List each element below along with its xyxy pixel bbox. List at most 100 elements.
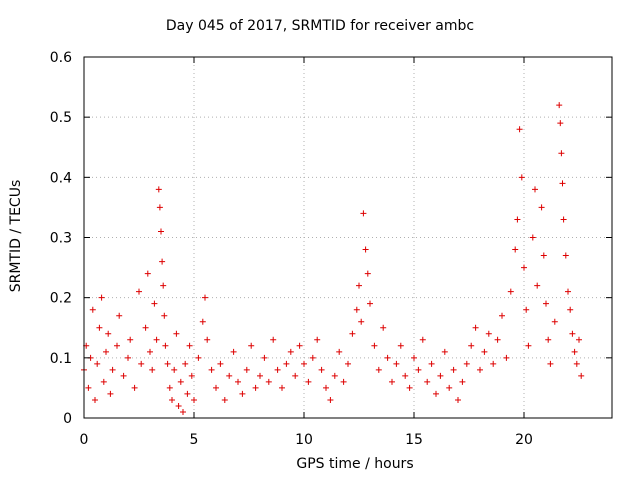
data-point: [360, 210, 367, 217]
data-point: [191, 396, 197, 403]
data-point: [175, 402, 182, 409]
data-point: [472, 324, 479, 331]
data-point: [345, 360, 351, 367]
data-point: [107, 390, 114, 397]
data-point: [569, 330, 576, 337]
data-point: [367, 300, 373, 307]
data-point: [545, 336, 552, 343]
data-point: [557, 120, 564, 127]
data-point: [305, 378, 312, 385]
data-point: [188, 372, 195, 379]
data-point: [358, 318, 365, 325]
data-point: [437, 372, 444, 379]
data-point: [248, 342, 255, 349]
y-tick-label: 0.1: [50, 351, 72, 367]
y-tick-label: 0: [63, 411, 72, 427]
data-point: [532, 186, 538, 193]
data-point: [309, 354, 316, 361]
data-point: [512, 246, 519, 253]
data-point: [503, 354, 510, 361]
data-point: [558, 150, 565, 157]
data-point: [94, 360, 101, 367]
data-point: [371, 342, 378, 349]
data-point: [415, 366, 422, 373]
data-point: [393, 360, 400, 367]
data-point: [573, 360, 580, 367]
data-point: [169, 396, 175, 403]
data-point: [114, 342, 120, 349]
data-point: [136, 288, 142, 295]
data-point: [235, 378, 241, 385]
data-point: [514, 216, 521, 223]
data-point: [450, 366, 457, 373]
data-point: [411, 354, 417, 361]
data-point: [516, 126, 523, 133]
x-tick-label: 10: [295, 432, 313, 448]
data-point: [208, 366, 215, 373]
data-point: [494, 336, 501, 343]
data-point: [534, 282, 541, 289]
data-point: [153, 336, 160, 343]
y-tick-label: 0.3: [50, 231, 72, 247]
data-point: [551, 318, 558, 325]
data-point: [468, 342, 475, 349]
data-point: [85, 384, 92, 391]
data-point: [364, 270, 371, 277]
data-point: [180, 408, 186, 415]
data-point: [138, 360, 145, 367]
data-point: [199, 318, 206, 325]
x-tick-label: 20: [515, 432, 533, 448]
data-point: [217, 360, 224, 367]
data-point: [156, 204, 163, 211]
data-point: [565, 288, 571, 295]
data-point: [499, 312, 505, 319]
data-point: [318, 366, 325, 373]
data-point: [243, 366, 250, 373]
data-point: [283, 360, 290, 367]
data-point: [455, 396, 461, 403]
y-tick-label: 0.5: [50, 110, 72, 126]
data-point: [109, 366, 116, 373]
data-point: [523, 306, 530, 313]
data-point: [433, 390, 439, 397]
data-point: [100, 378, 107, 385]
data-point: [384, 354, 391, 361]
data-point: [221, 396, 228, 403]
data-point: [459, 378, 466, 385]
axis-ticks: 0 0.1 0.2 0.3 0.4 0.5 0.6 0 5 10 15 20: [50, 50, 612, 448]
data-point: [292, 372, 299, 379]
data-point: [446, 384, 453, 391]
data-point: [560, 216, 567, 223]
data-point: [279, 384, 285, 391]
data-point: [571, 348, 578, 355]
data-point: [274, 366, 281, 373]
data-point: [105, 330, 112, 337]
data-point: [171, 366, 178, 373]
data-point: [402, 372, 409, 379]
data-point: [182, 360, 189, 367]
data-point: [230, 348, 237, 355]
data-point: [375, 366, 382, 373]
data-point: [125, 354, 131, 361]
data-point: [547, 360, 554, 367]
data-point: [89, 306, 96, 313]
data-point: [116, 312, 123, 319]
y-tick-label: 0.4: [50, 170, 72, 186]
x-tick-label: 5: [190, 432, 199, 448]
x-tick-label: 0: [80, 432, 89, 448]
data-point: [213, 384, 219, 391]
data-point: [226, 372, 233, 379]
data-point: [147, 348, 153, 355]
data-point: [353, 306, 360, 313]
data-point: [162, 342, 169, 349]
data-point: [518, 174, 525, 181]
data-point: [103, 348, 109, 355]
data-point: [424, 378, 431, 385]
y-tick-label: 0.2: [50, 291, 72, 307]
data-point: [578, 372, 585, 379]
data-point: [252, 384, 259, 391]
data-point: [161, 312, 168, 319]
data-point: [538, 204, 545, 211]
data-point: [485, 330, 492, 337]
data-point: [173, 330, 180, 337]
